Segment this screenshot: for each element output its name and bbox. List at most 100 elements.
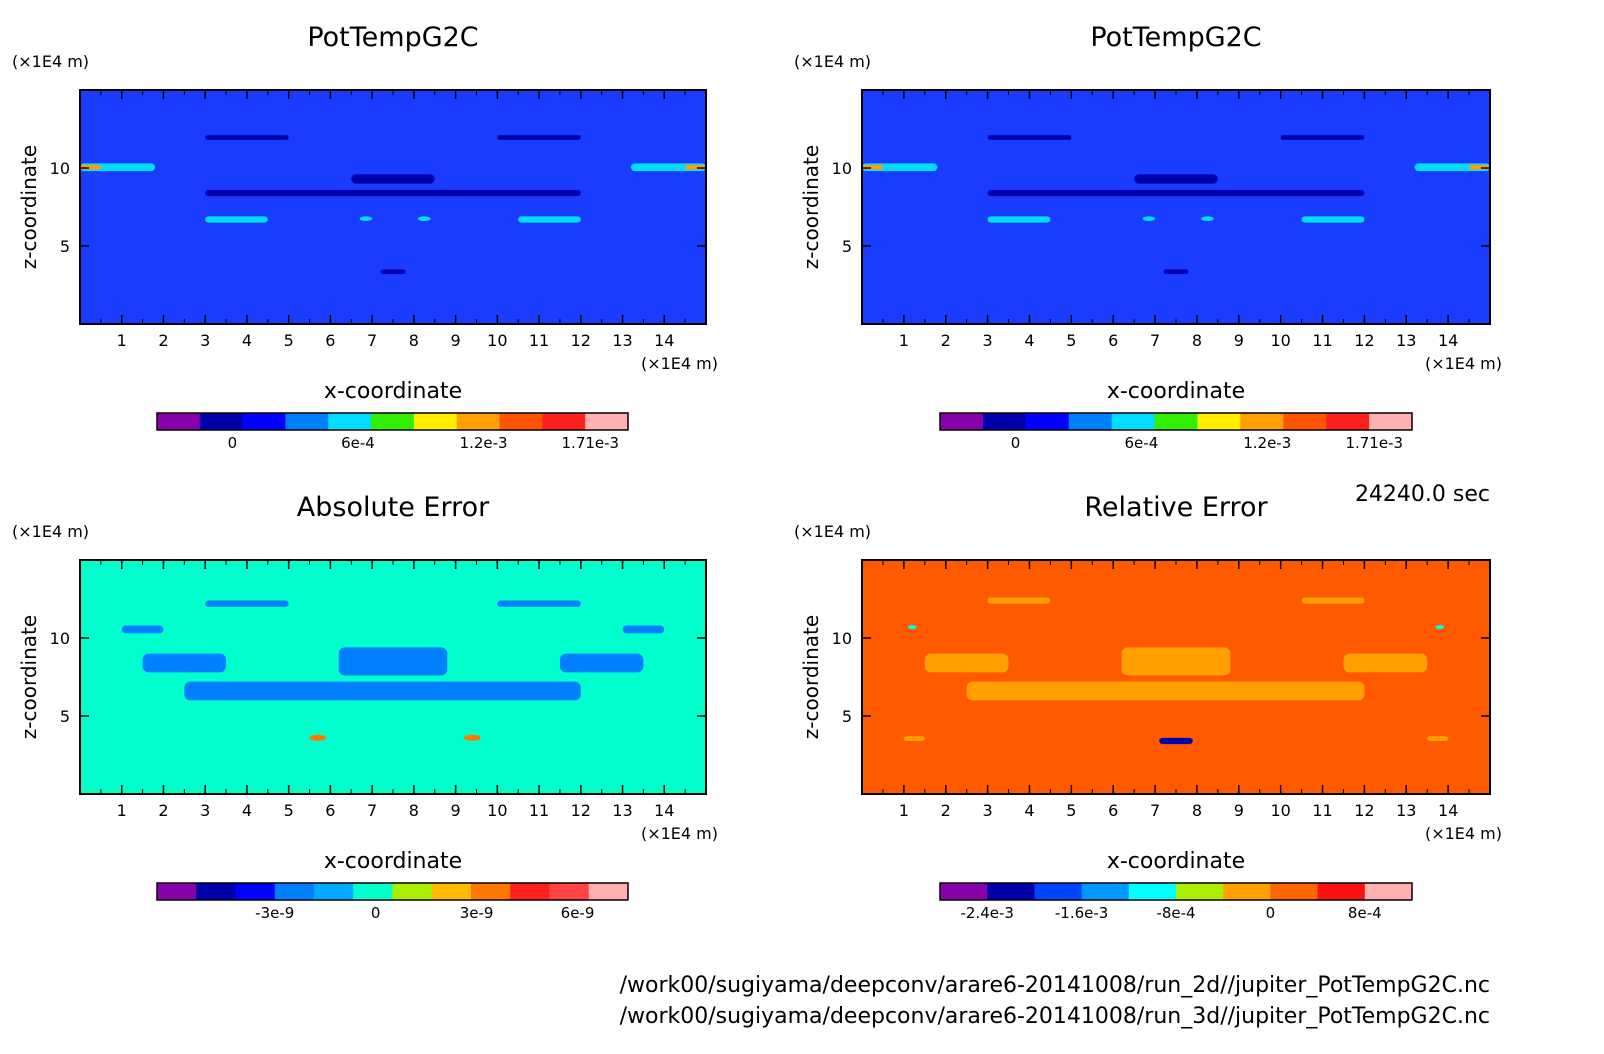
plot-area [862, 90, 1490, 324]
x-tick-label: 7 [367, 331, 377, 350]
x-tick-label: 2 [941, 331, 951, 350]
y-axis-label: z-coordinate [17, 145, 41, 269]
colorbar-frame [939, 882, 1413, 901]
x-tick-label: 7 [367, 801, 377, 820]
time-label: 24240.0 sec [1354, 482, 1490, 507]
colorbar-segment [199, 413, 244, 430]
panel-title: Absolute Error [297, 492, 490, 523]
colorbar-segment [549, 883, 590, 900]
x-axis-label: x-coordinate [1107, 849, 1245, 874]
field-blob [1201, 216, 1214, 222]
field-band [1159, 737, 1193, 745]
colorbar-tick-label: 0 [1011, 434, 1021, 452]
colorbar-tick-label: 3e-9 [460, 904, 494, 922]
plot-area [80, 90, 706, 324]
colorbar-segment [585, 413, 629, 430]
x-tick-label: 1 [899, 801, 909, 820]
field-band [1280, 135, 1365, 140]
y-unit-label: (×1E4 m) [12, 522, 89, 541]
y-tick-label: 10 [50, 629, 70, 648]
y-tick-label: 5 [60, 707, 70, 726]
colorbar-tick-label: 0 [371, 904, 381, 922]
colorbar-segment [1081, 883, 1130, 900]
colorbar-segment [940, 883, 988, 900]
colorbar-segment [1223, 883, 1271, 900]
x-tick-label: 11 [1312, 331, 1332, 350]
field-band [1427, 736, 1449, 741]
x-unit-label: (×1E4 m) [1425, 354, 1502, 373]
field-band [622, 625, 665, 634]
x-tick-label: 6 [325, 331, 335, 350]
x-tick-label: 12 [571, 801, 591, 820]
x-tick-label: 4 [242, 801, 252, 820]
y-axis-label: z-coordinate [799, 615, 823, 739]
colorbar-segment [285, 413, 329, 430]
colorbar-segment [1283, 413, 1327, 430]
field-band [497, 600, 581, 607]
panel-2: PotTempG2C(×1E4 m)1 2 3 4 5 6 7 8 9 10 11 12 13 14510… [794, 22, 1502, 452]
field-band [1343, 653, 1428, 673]
colorbar-tick-label: 8e-4 [1348, 904, 1382, 922]
field-band [142, 653, 227, 673]
x-tick-label: 9 [451, 801, 461, 820]
colorbar-tick-label: 6e-9 [561, 904, 595, 922]
colorbar-frame [156, 882, 629, 901]
colorbar-tick-label: 0 [228, 434, 238, 452]
colorbar-segment [1240, 413, 1284, 430]
y-tick-label: 10 [832, 629, 852, 648]
colorbar-tick-label: 6e-4 [341, 434, 375, 452]
x-tick-label: 10 [1270, 331, 1290, 350]
x-unit-label: (×1E4 m) [641, 354, 718, 373]
x-tick-label: 14 [1438, 801, 1458, 820]
x-axis-label: x-coordinate [324, 379, 462, 404]
field-band [862, 164, 883, 170]
x-tick-label: 2 [158, 801, 168, 820]
colorbar-frame [156, 412, 629, 431]
x-tick-label: 10 [487, 801, 507, 820]
colorbar-segment [510, 883, 550, 900]
colorbar-segment [274, 883, 315, 900]
x-tick-label: 11 [529, 331, 549, 350]
x-tick-label: 1 [117, 331, 127, 350]
field-band [205, 189, 581, 197]
colorbar-tick-label: 1.71e-3 [562, 434, 620, 452]
field-band [338, 647, 448, 676]
colorbar-segment [392, 883, 433, 900]
y-tick-label: 10 [832, 159, 852, 178]
colorbar-segment [431, 883, 472, 900]
file-path-2d: /work00/sugiyama/deepconv/arare6-2014100… [619, 973, 1490, 998]
colorbar-segment [157, 883, 197, 900]
x-tick-label: 8 [1192, 801, 1202, 820]
field-band [518, 216, 581, 223]
field-band [1121, 647, 1231, 676]
field-blob [908, 625, 917, 630]
x-unit-label: (×1E4 m) [641, 824, 718, 843]
colorbar-segment [328, 413, 372, 430]
colorbar-segment [542, 413, 586, 430]
x-tick-label: 5 [284, 331, 294, 350]
x-tick-label: 6 [1108, 331, 1118, 350]
colorbar-segment [982, 413, 1027, 430]
colorbar-segment [1326, 413, 1370, 430]
colorbar-segment [1317, 883, 1366, 900]
x-tick-label: 3 [200, 331, 210, 350]
x-tick-label: 14 [654, 331, 674, 350]
field-band [351, 174, 435, 184]
colorbar-segment [1068, 413, 1113, 430]
y-unit-label: (×1E4 m) [794, 52, 871, 71]
field-band [497, 135, 581, 140]
panel-title: Relative Error [1084, 492, 1268, 523]
y-axis-label: z-coordinate [17, 615, 41, 739]
x-tick-label: 13 [1396, 331, 1416, 350]
field-band [966, 681, 1365, 701]
colorbar-segment [471, 883, 511, 900]
colorbar-segment [940, 413, 984, 430]
panel-1: PotTempG2C(×1E4 m)1 2 3 4 5 6 7 8 9 10 11 12 13 14510… [12, 22, 718, 452]
field-band [987, 189, 1365, 197]
colorbar-segment [242, 413, 286, 430]
field-blob [418, 216, 431, 222]
field-blob [463, 734, 481, 741]
field-band [80, 164, 101, 170]
field-band [1163, 269, 1189, 275]
